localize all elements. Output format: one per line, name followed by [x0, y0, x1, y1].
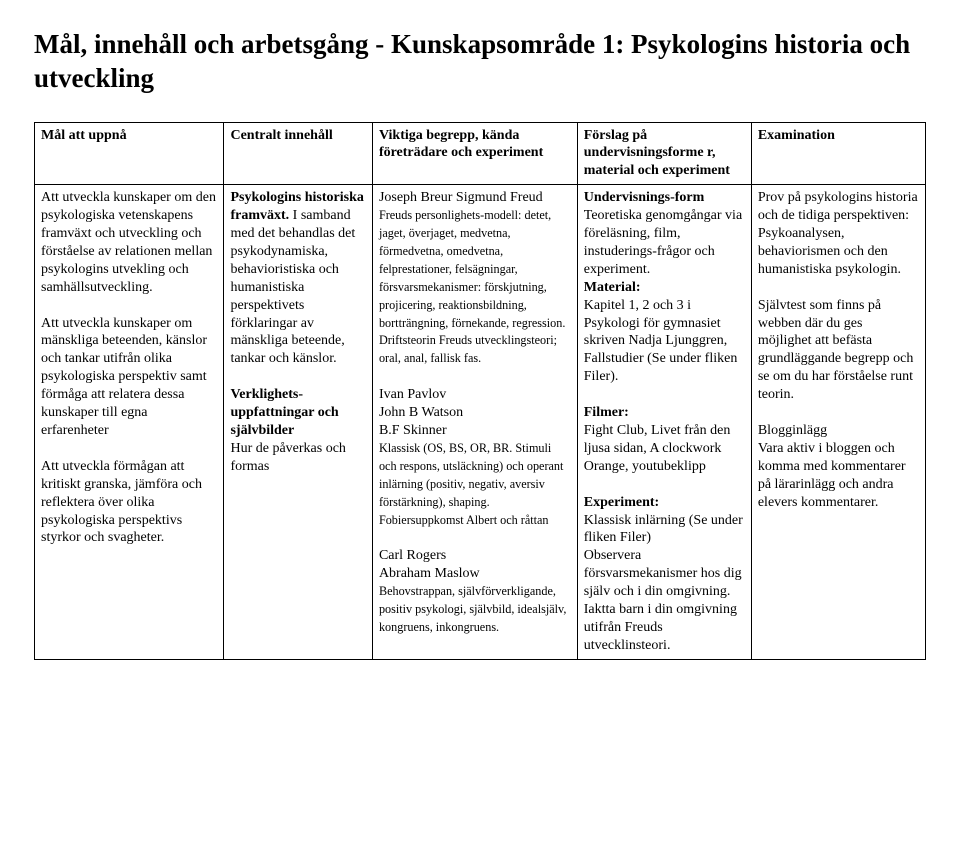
table-header-row: Mål att uppnå Centralt innehåll Viktiga …: [35, 122, 926, 185]
teach-p2: Kapitel 1, 2 och 3 i Psykologi för gymna…: [584, 298, 738, 385]
exam-p3a: Blogginlägg: [758, 423, 827, 438]
header-teaching: Förslag på undervisningsforme r, materia…: [577, 122, 751, 185]
teach-p1: Teoretiska genomgångar via föreläsning, …: [584, 208, 742, 277]
teach-p6: Iaktta barn i din omgivning utifrån Freu…: [584, 602, 737, 653]
cell-goals: Att utveckla kunskaper om den psykologis…: [35, 185, 224, 660]
goals-p1: Att utveckla kunskaper om den psykologis…: [41, 190, 216, 295]
content-p2: Hur de påverkas och formas: [230, 441, 345, 474]
cell-teaching: Undervisnings-form Teoretiska genomgånga…: [577, 185, 751, 660]
header-content: Centralt innehåll: [224, 122, 372, 185]
teach-b4: Experiment:: [584, 495, 659, 510]
teach-b1: Undervisnings-form: [584, 190, 705, 205]
exam-p1: Prov på psykologins historia och de tidi…: [758, 190, 918, 277]
teach-b3: Filmer:: [584, 405, 629, 420]
concepts-s2: Klassisk (OS, BS, OR, BR. Stimuli och re…: [379, 441, 563, 527]
curriculum-table: Mål att uppnå Centralt innehåll Viktiga …: [34, 122, 926, 660]
concepts-s1: Freuds personlighets-modell: detet, jage…: [379, 208, 565, 365]
cell-examination: Prov på psykologins historia och de tidi…: [751, 185, 925, 660]
content-b2: Verklighets-uppfattningar och självbilde…: [230, 387, 338, 438]
goals-p3: Att utveckla förmågan att kritiskt grans…: [41, 459, 202, 546]
teach-p5: Observera försvarsmekanismer hos dig sjä…: [584, 548, 742, 599]
concepts-l3b: Abraham Maslow: [379, 566, 480, 581]
cell-content: Psykologins historiska framväxt. I samba…: [224, 185, 372, 660]
header-concepts: Viktiga begrepp, kända företrädare och e…: [372, 122, 577, 185]
exam-p2: Självtest som finns på webben där du ges…: [758, 298, 914, 403]
concepts-l2c: B.F Skinner: [379, 423, 447, 438]
teach-p3: Fight Club, Livet från den ljusa sidan, …: [584, 423, 731, 474]
table-row: Att utveckla kunskaper om den psykologis…: [35, 185, 926, 660]
concepts-s3: Behovstrappan, självförverkligande, posi…: [379, 584, 566, 634]
content-p1: I samband med det behandlas det psykodyn…: [230, 208, 355, 366]
concepts-l1: Joseph Breur Sigmund Freud: [379, 190, 543, 205]
header-examination: Examination: [751, 122, 925, 185]
concepts-l2b: John B Watson: [379, 405, 463, 420]
goals-p2: Att utveckla kunskaper om mänskliga bete…: [41, 316, 207, 438]
exam-p3b: Vara aktiv i bloggen och komma med komme…: [758, 441, 906, 510]
page-title: Mål, innehåll och arbetsgång - Kunskapso…: [34, 28, 926, 96]
teach-b2: Material:: [584, 280, 641, 295]
teach-p4: Klassisk inlärning (Se under fliken File…: [584, 513, 743, 546]
concepts-l3a: Carl Rogers: [379, 548, 446, 563]
header-goals: Mål att uppnå: [35, 122, 224, 185]
cell-concepts: Joseph Breur Sigmund Freud Freuds person…: [372, 185, 577, 660]
concepts-l2a: Ivan Pavlov: [379, 387, 446, 402]
